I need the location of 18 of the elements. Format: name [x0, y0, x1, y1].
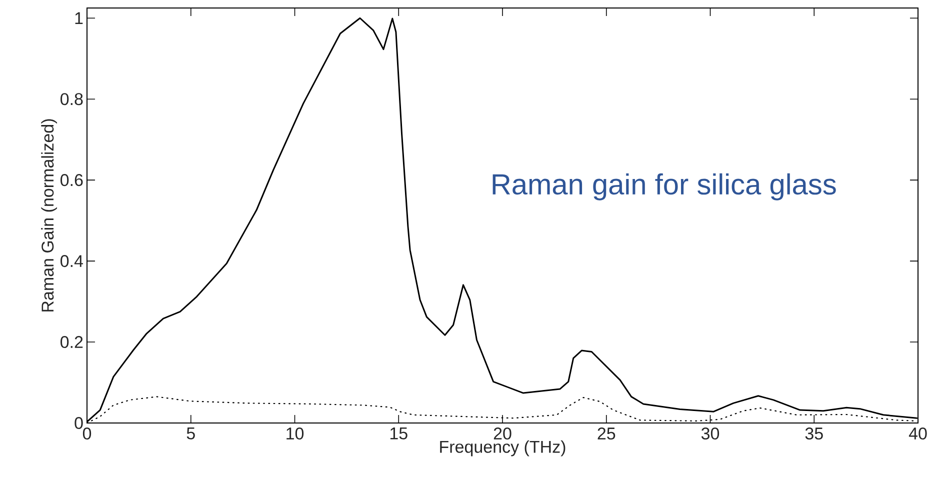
x-tick-label: 15: [390, 428, 408, 440]
x-tick-label: 5: [186, 428, 195, 440]
x-tick-label: 0: [82, 428, 92, 440]
y-tick-label: 1: [75, 12, 83, 24]
x-tick-label: 30: [701, 428, 720, 440]
x-tick-label: 40: [908, 428, 927, 440]
x-tick-label: 25: [598, 428, 616, 440]
x-tick-label: 10: [286, 428, 304, 440]
y-tick-label: 0.6: [60, 174, 83, 186]
x-tick-label: 35: [805, 428, 823, 440]
y-axis-title: Raman Gain (normalized): [41, 119, 58, 312]
y-tick-label: 0.2: [60, 336, 83, 348]
x-axis-title: Frequency (THz): [440, 440, 566, 456]
x-tick-label: 20: [494, 428, 512, 440]
y-tick-label: 0.4: [60, 255, 83, 268]
y-tick-label: 0: [74, 416, 83, 430]
annotation: Raman gain for silica glass: [492, 173, 836, 200]
y-tick-label: 0.8: [60, 93, 83, 106]
